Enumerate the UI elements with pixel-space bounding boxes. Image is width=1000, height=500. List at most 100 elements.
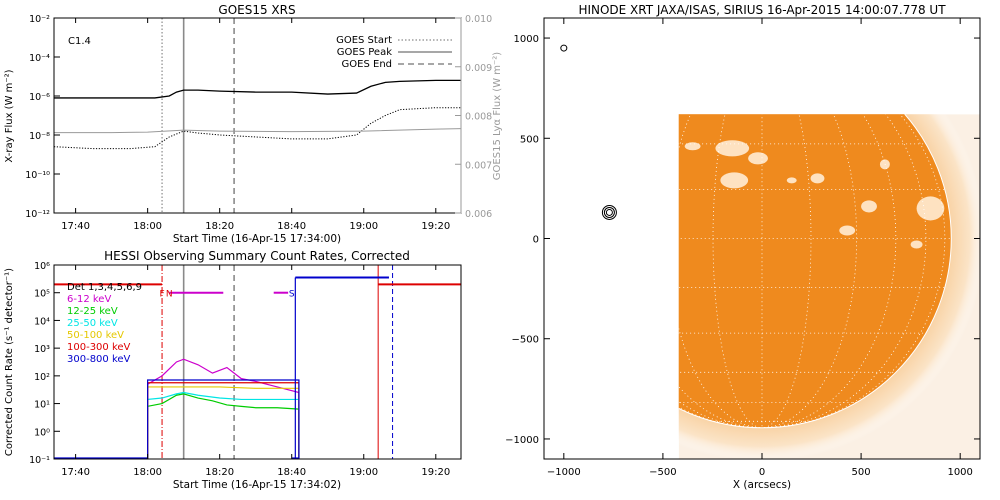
hessi-y-tick-label: 10⁰ [34,427,50,438]
goes-right-y-tick-label: 0.009 [465,63,492,74]
xrt-y-axis: 1000 500 0 −500 −1000 [505,34,980,446]
goes-y-tick-label: 10⁻¹² [25,209,50,220]
goes-right-y-axis: 0.006 0.007 0.008 0.009 0.010 [455,14,492,220]
hessi-series-100-300-kev [147,382,300,459]
goes-x-label: Start Time (16-Apr-15 17:34:00) [173,233,341,245]
flare-contour [605,208,613,216]
hessi-plot-frame [53,264,462,460]
hessi-series-25-50-kev [147,391,300,459]
goes-y-tick-label: 10⁻¹⁰ [25,170,50,181]
goes-x-tick-label: 18:00 [133,221,162,232]
hessi-y-tick-label: 10⁵ [34,289,50,300]
hessi-legend-item: 6-12 keV [67,294,111,305]
active-region [910,240,923,249]
hessi-y-tick-label: 10⁴ [34,316,50,327]
xrt-y-tick-label: −500 [512,335,539,346]
solar-limb [678,114,952,429]
hessi-y-axis: 10⁻¹ 10⁰ 10¹ 10² 10³ 10⁴ 10⁵ 10⁶ [29,261,60,466]
goes-y-tick-label: 10⁻⁴ [29,53,50,64]
xrt-title: HINODE XRT JAXA/ISAS, SIRIUS 16-Apr-2015… [578,3,946,17]
xrt-x-tick-label: 0 [759,467,765,478]
goes-lya-line [54,128,461,134]
hessi-x-tick-label: 19:00 [349,467,378,478]
goes-short-line [54,107,461,150]
xrt-y-tick-label: 1000 [514,34,539,45]
longitude-line [678,114,763,428]
hessi-legend-item: 100-300 keV [67,342,131,353]
goes-y-tick-label: 10⁻² [29,14,50,25]
hessi-x-tick-label: 18:40 [277,467,306,478]
hessi-x-tick-label: 18:00 [133,467,162,478]
hessi-legend-item: 25-50 keV [67,318,118,329]
hessi-flag-s: S [289,290,295,300]
xrt-x-axis: −1000 −500 0 500 1000 [547,18,973,478]
xrt-panel: HINODE XRT JAXA/ISAS, SIRIUS 16-Apr-2015… [505,3,981,491]
goes-y-tick-label: 10⁻⁶ [29,92,50,103]
heliographic-grid [678,114,952,428]
hessi-panel: HESSI Observing Summary Count Rates, Cor… [4,249,462,491]
hessi-series-6-12-kev [147,358,300,459]
goes-x-tick-label: 19:00 [349,221,378,232]
goes-x-axis: 17:40 18:00 18:20 18:40 19:00 19:20 [61,18,450,232]
hessi-y-label: Corrected Count Rate (s⁻¹ detector⁻¹) [4,268,15,456]
active-region [786,177,797,184]
flare-contour [601,204,617,220]
active-region [810,173,825,184]
active-region [916,196,945,221]
goes-title: GOES15 XRS [218,3,295,17]
goes-long-line [54,79,461,99]
active-region [715,140,750,157]
hessi-y-tick-label: 10² [34,372,50,383]
flare-location-contours [560,44,617,220]
xrt-image-field [678,114,980,459]
goes-plot-frame [53,17,462,214]
xrt-y-tick-label: 0 [533,235,539,246]
goes-flare-class: C1.4 [68,36,91,47]
xrt-x-label: X (arcsecs) [733,479,791,491]
hessi-series-300-800-kev [147,379,300,459]
goes-markers [161,18,235,213]
goes-right-y-tick-label: 0.007 [465,160,492,171]
hessi-flag-n: N [166,290,173,300]
goes-y-label-right: GOES15 Lyα Flux (W m⁻²) [492,52,503,180]
hessi-y-tick-label: 10¹ [34,400,50,411]
hessi-series [54,358,300,459]
goes-right-y-tick-label: 0.010 [465,14,492,25]
xrt-y-tick-label: 500 [520,134,539,145]
flare-contour-small [560,44,568,52]
solar-disk [678,114,952,428]
hessi-y-tick-label: 10⁻¹ [29,455,50,466]
hessi-x-tick-label: 19:20 [421,467,450,478]
hessi-x-tick-label: 18:20 [205,467,234,478]
goes-panel: GOES15 XRS 17:40 18:00 18:20 18:40 19:00 19:2… [4,3,503,245]
goes-y-axis: 10⁻¹² 10⁻¹⁰ 10⁻⁸ 10⁻⁶ 10⁻⁴ 10⁻² [25,14,60,220]
xrt-solar-image [678,114,980,459]
goes-legend: GOES Start GOES Peak GOES End [336,35,452,70]
xrt-y-tick-label: −1000 [505,435,539,446]
goes-series [54,79,461,150]
hessi-x-axis: 17:40 18:00 18:20 18:40 19:00 19:20 [61,265,450,478]
active-region [748,152,768,165]
goes-x-tick-label: 19:20 [421,221,450,232]
active-region [861,200,877,213]
longitude-line [761,114,945,428]
hessi-y-tick-label: 10³ [34,344,50,355]
hessi-legend-item: 300-800 keV [67,354,131,365]
hessi-legend-item: Det 1,3,4,5,6,9 [67,282,142,293]
active-region [839,225,856,236]
goes-legend-end-label: GOES End [342,59,392,70]
hessi-title: HESSI Observing Summary Count Rates, Cor… [104,249,410,263]
longitude-line [761,114,897,428]
hessi-series-12-25-kev [147,393,300,459]
xrt-x-tick-label: 1000 [947,467,972,478]
goes-right-y-tick-label: 0.008 [465,112,492,123]
hessi-legend-item: 12-25 keV [67,306,118,317]
hessi-x-tick-label: 17:40 [61,467,90,478]
hessi-markers [161,265,394,459]
active-region [684,142,701,151]
hessi-y-tick-label: 10⁶ [34,261,50,272]
xrt-x-tick-label: −500 [649,467,676,478]
